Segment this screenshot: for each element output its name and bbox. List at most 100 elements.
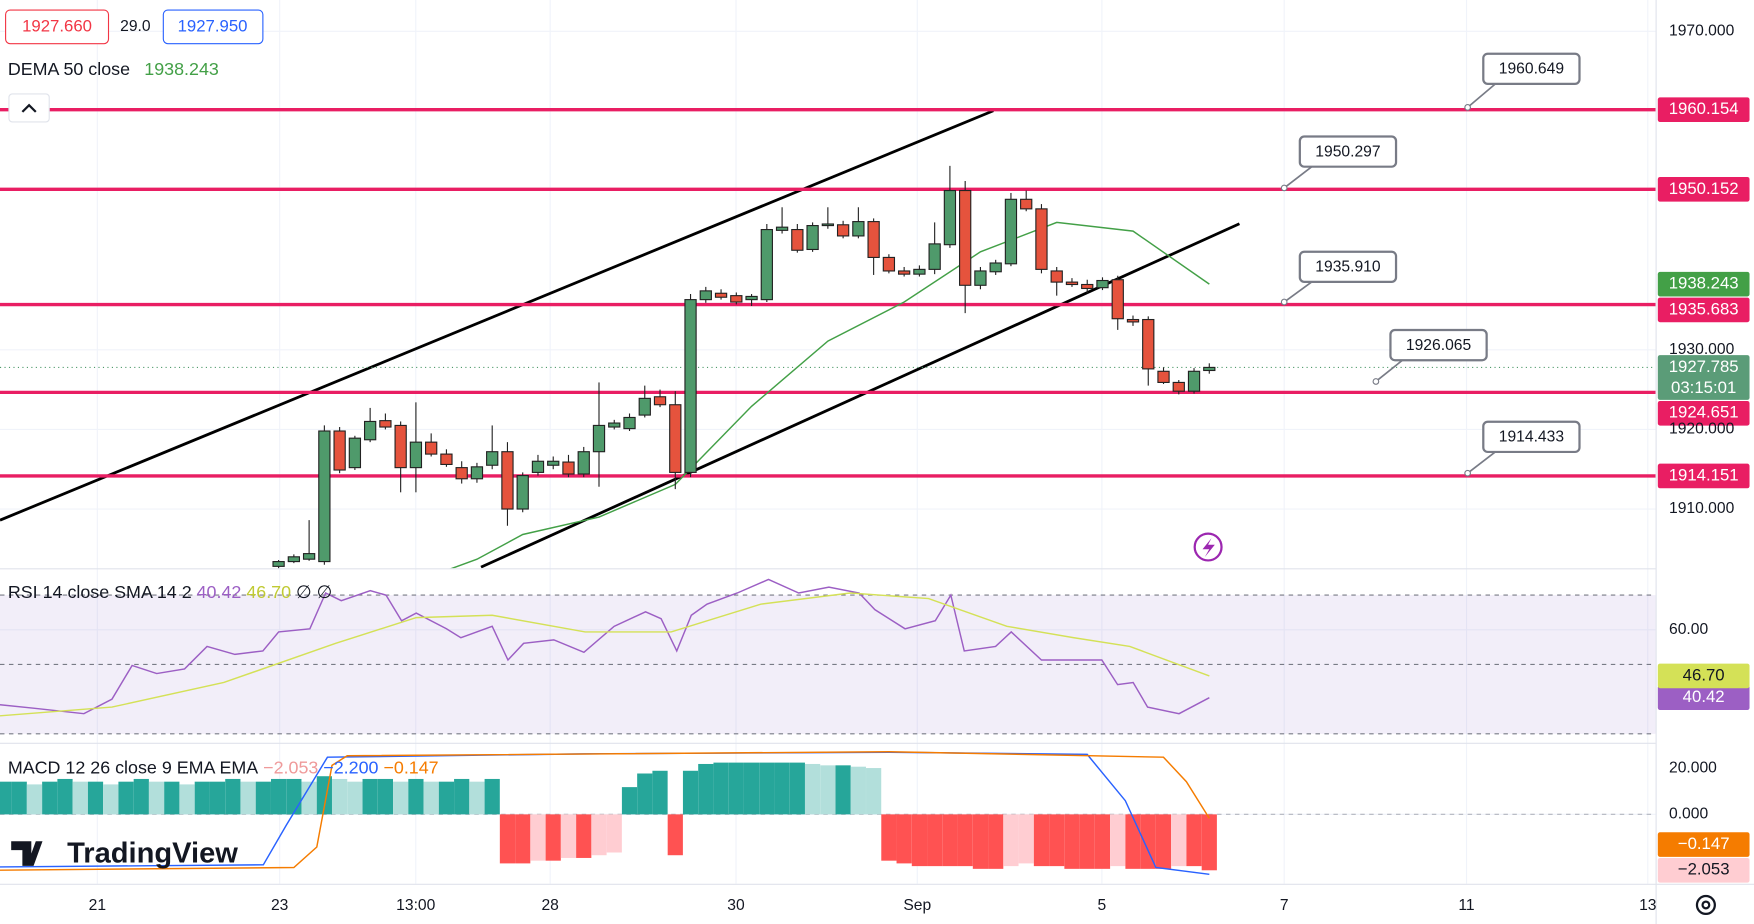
candle-body bbox=[577, 451, 590, 475]
macd-histogram-bar bbox=[698, 763, 714, 815]
candle-body bbox=[592, 424, 606, 453]
x-tick-label: 13:00 bbox=[396, 897, 435, 914]
macd-histogram-bar bbox=[347, 781, 363, 815]
candle-body bbox=[1111, 279, 1124, 320]
dema-line bbox=[450, 221, 1210, 569]
price-axis-text: 1914.151 bbox=[1669, 465, 1739, 484]
macd-histogram-bar bbox=[454, 778, 470, 815]
macd-histogram-bar bbox=[133, 778, 149, 815]
macd-histogram-bar bbox=[1049, 814, 1065, 867]
macd-histogram-bar bbox=[26, 784, 43, 815]
macd-histogram-bar bbox=[774, 762, 790, 815]
macd-histogram-bar bbox=[637, 773, 653, 815]
price-pane bbox=[0, 108, 1656, 569]
callout-pointer bbox=[1467, 82, 1498, 109]
macd-histogram-bar bbox=[530, 814, 546, 861]
candle-body bbox=[989, 262, 1002, 273]
macd-histogram-bar bbox=[911, 814, 928, 867]
ask-box[interactable] bbox=[162, 9, 264, 45]
candle-body bbox=[897, 270, 911, 275]
callout-text: 1914.433 bbox=[1499, 429, 1565, 446]
candle-body bbox=[394, 424, 407, 469]
candle-body bbox=[775, 226, 789, 231]
candle-body bbox=[745, 295, 758, 301]
candle-body bbox=[531, 460, 545, 473]
candle-body bbox=[1187, 370, 1201, 392]
macd-histogram-bar bbox=[408, 778, 424, 815]
macd-histogram-bar bbox=[240, 781, 256, 815]
macd-histogram-bar bbox=[1079, 814, 1095, 869]
candle-body bbox=[760, 228, 773, 301]
callout-pointer bbox=[1283, 280, 1314, 303]
candle-body bbox=[623, 416, 636, 430]
candle-body bbox=[943, 189, 957, 246]
rsi-axis-label bbox=[1657, 663, 1750, 689]
macd-histogram-bar bbox=[606, 814, 622, 853]
price-axis-text: 1950.152 bbox=[1669, 179, 1739, 198]
macd-histogram-bar bbox=[1094, 814, 1111, 869]
channel-upper bbox=[0, 109, 994, 522]
gear bbox=[1695, 894, 1716, 916]
price-axis-label bbox=[1657, 97, 1750, 123]
y-tick-label: 20.000 bbox=[1669, 760, 1717, 777]
x-tick-label: 28 bbox=[541, 897, 559, 914]
settings-icon[interactable] bbox=[1695, 894, 1716, 916]
macd-histogram-bar bbox=[423, 781, 439, 815]
macd-histogram-bar bbox=[301, 781, 317, 815]
rsi-extra: ∅ bbox=[296, 582, 312, 602]
callout-box bbox=[1482, 52, 1581, 86]
macd-histogram-bar bbox=[57, 778, 73, 815]
bid-box[interactable] bbox=[5, 9, 110, 45]
macd-histogram-bar bbox=[576, 814, 592, 858]
candle-body bbox=[318, 430, 331, 563]
callout-anchor bbox=[1372, 378, 1380, 385]
macd-histogram-bar bbox=[881, 814, 897, 861]
rsi-value: 40.42 bbox=[197, 582, 242, 602]
x-tick-label: 11 bbox=[1458, 897, 1474, 914]
candle-body bbox=[608, 422, 621, 428]
callout-text: 1935.910 bbox=[1315, 259, 1381, 276]
macd-histogram-bar bbox=[286, 778, 302, 815]
x-tick-label: 21 bbox=[89, 897, 106, 914]
candle-body bbox=[653, 396, 667, 406]
candle-body bbox=[821, 223, 835, 227]
flash-icon[interactable] bbox=[1193, 532, 1223, 562]
candle-body bbox=[516, 475, 529, 510]
macd-histogram-bar bbox=[42, 781, 58, 815]
macd-histogram-bar bbox=[377, 778, 394, 815]
price-axis-text: 1935.683 bbox=[1669, 299, 1739, 318]
logo[interactable]: TradingView bbox=[11, 837, 238, 869]
rsi-axis-label bbox=[1657, 685, 1750, 710]
ask: 1927.950 bbox=[178, 16, 248, 35]
candle-body bbox=[1203, 366, 1216, 372]
candle-body bbox=[1172, 381, 1185, 392]
flash-circle bbox=[1193, 532, 1223, 562]
x-tick-label: 13 bbox=[1639, 897, 1657, 914]
macd-histogram-bar bbox=[713, 762, 729, 815]
y-tick-label: 1910.000 bbox=[1669, 500, 1735, 517]
macd-histogram-bar bbox=[194, 781, 210, 815]
candle-body bbox=[1096, 279, 1109, 289]
candle-body bbox=[1065, 281, 1079, 286]
collapse-button[interactable] bbox=[8, 93, 50, 123]
gear-center bbox=[1701, 900, 1711, 910]
macd-histogram-bar bbox=[591, 814, 607, 856]
candle-body bbox=[501, 451, 514, 510]
rsi-extra: ∅ bbox=[317, 582, 333, 602]
macd-histogram-bar bbox=[255, 781, 271, 815]
candle-body bbox=[669, 404, 682, 473]
candle-body bbox=[272, 561, 285, 567]
macd-histogram-bar bbox=[927, 814, 943, 867]
macd-histogram-bar bbox=[225, 778, 241, 815]
callout-pointer bbox=[1375, 358, 1405, 383]
callout-box bbox=[1482, 420, 1581, 454]
macd-signal-value: −0.147 bbox=[383, 757, 438, 777]
macd-histogram-bar bbox=[972, 814, 989, 869]
price-axis-label bbox=[1657, 177, 1750, 202]
macd-histogram-bar bbox=[850, 766, 866, 815]
collapse-icon bbox=[21, 103, 37, 113]
x-tick-label: 5 bbox=[1098, 897, 1107, 914]
candle-body bbox=[836, 224, 850, 237]
candle-body bbox=[684, 299, 697, 473]
macd-histogram-bar bbox=[1201, 814, 1217, 871]
